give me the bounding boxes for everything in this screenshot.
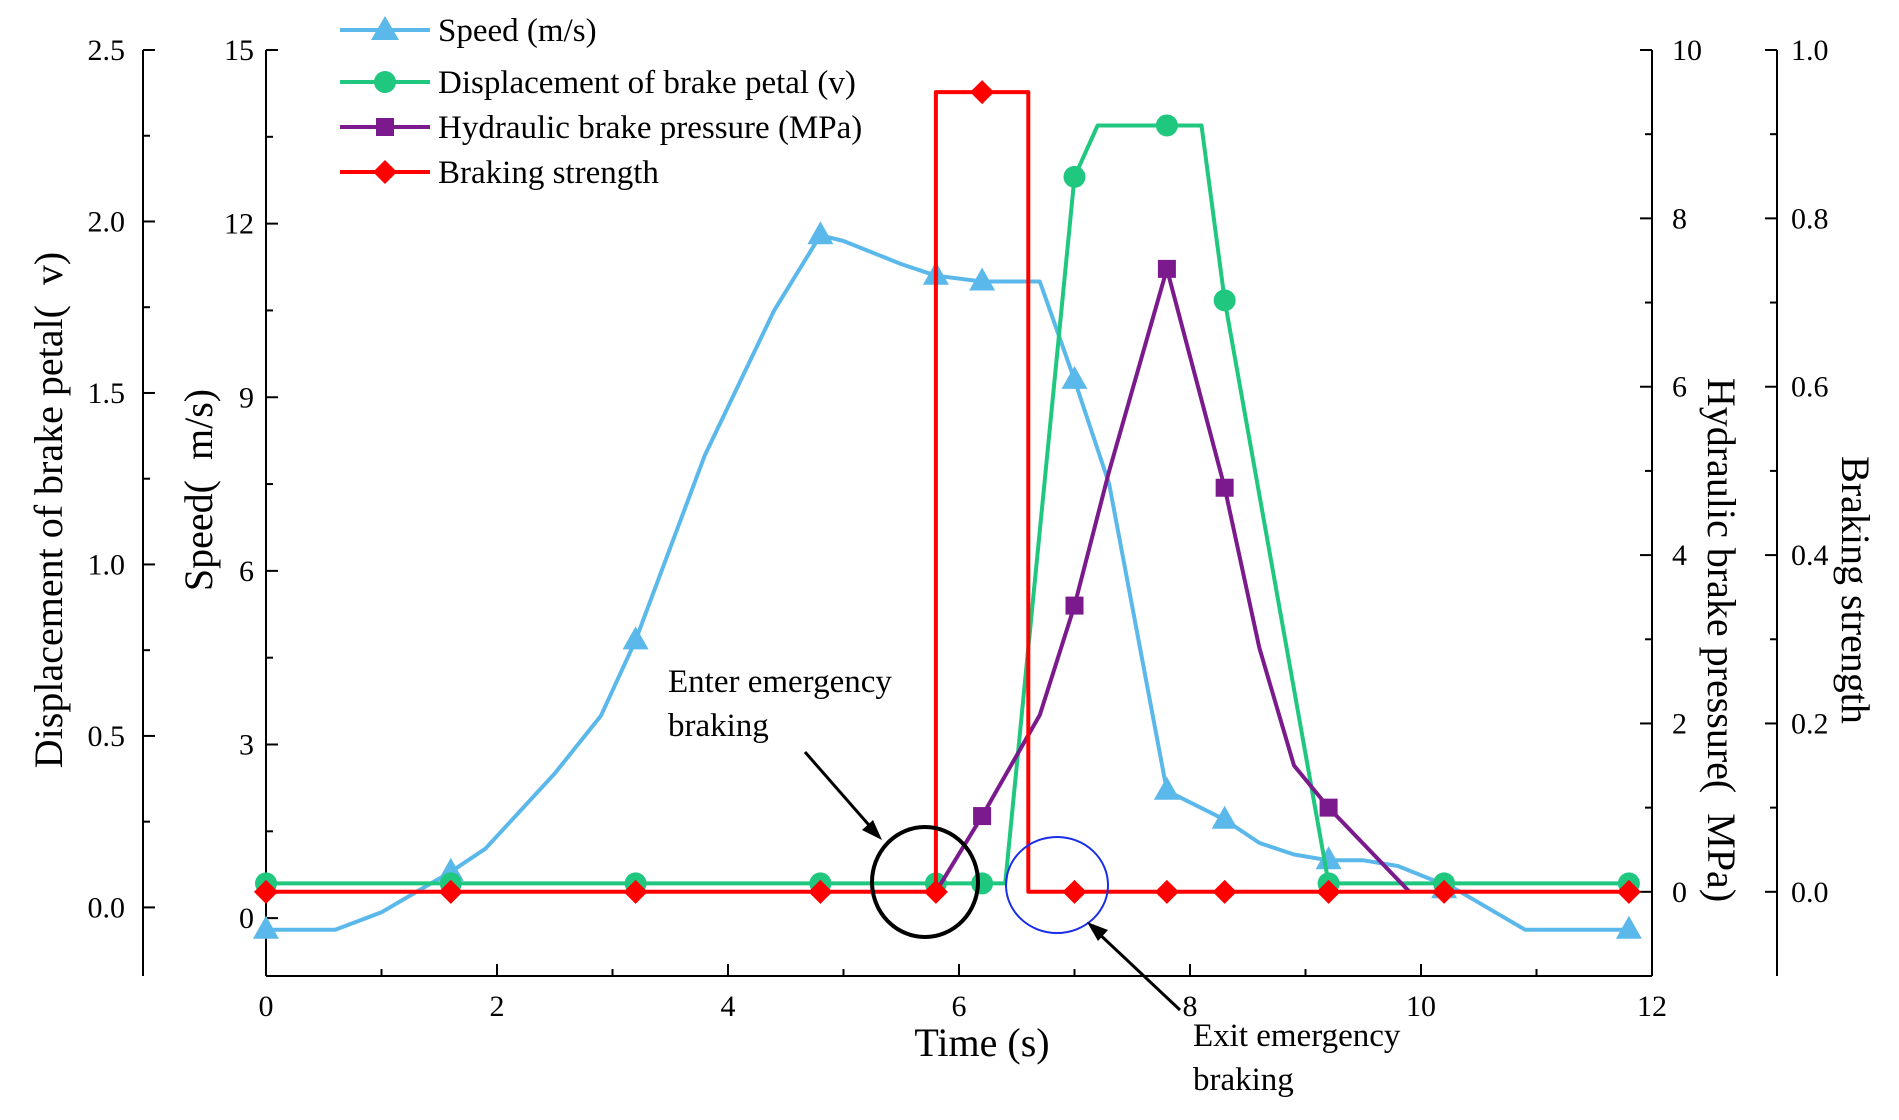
legend-label-speed: Speed (m/s) [438, 13, 597, 49]
pressure-tick-label: 10 [1672, 34, 1702, 67]
x-tick-label: 6 [952, 990, 967, 1023]
displacement-tick-label: 1.5 [88, 377, 126, 410]
strength-tick-label: 1.0 [1791, 34, 1829, 67]
strength-tick-label: 0.2 [1791, 707, 1829, 740]
series-marker-pressure [973, 807, 992, 826]
annotation-enter-arrow [803, 751, 877, 833]
pressure-tick-label: 4 [1672, 539, 1687, 572]
series-marker-pressure [1319, 798, 1338, 817]
series-layer [253, 80, 1642, 939]
series-line-displacement [266, 123, 1629, 886]
series-marker-displacement [1063, 165, 1086, 188]
strength-tick-label: 0.0 [1791, 876, 1829, 909]
x-tick-label: 0 [259, 990, 274, 1023]
series-marker-strength [923, 879, 948, 904]
series-marker-speed [1615, 915, 1642, 939]
series-marker-strength [1316, 879, 1341, 904]
legend-marker-pressure [376, 118, 394, 136]
speed-tick-label: 9 [239, 381, 254, 414]
x-tick-label: 12 [1637, 990, 1667, 1023]
annotation-exit-circle [1005, 836, 1109, 934]
series-marker-pressure [1215, 478, 1234, 497]
legend-item-pressure: Hydraulic brake pressure (MPa) [340, 110, 862, 146]
x-tick-label: 4 [721, 990, 736, 1023]
x-tick-label: 10 [1406, 990, 1436, 1023]
strength-axis-title: Braking strength [1833, 456, 1878, 724]
displacement-tick-label: 2.5 [88, 34, 126, 67]
x-tick-label: 2 [490, 990, 505, 1023]
x-tick-label: 8 [1183, 990, 1198, 1023]
displacement-axis-title: Displacement of brake petal( v) [26, 252, 71, 768]
pressure-tick-label: 8 [1672, 202, 1687, 235]
speed-axis-title: Speed( m/s) [176, 389, 221, 591]
series-marker-displacement [1213, 289, 1236, 312]
legend-label-strength: Braking strength [438, 155, 659, 191]
legend-marker-speed [371, 16, 399, 40]
speed-tick-label: 15 [224, 34, 254, 67]
annotation-exit: Exit emergency braking [1005, 836, 1401, 1098]
series-line-speed [266, 233, 1629, 932]
series-marker-speed [1153, 776, 1180, 800]
axes-group [142, 50, 1778, 977]
legend-marker-strength [373, 160, 397, 184]
series-marker-speed [253, 915, 279, 939]
legend-item-speed: Speed (m/s) [340, 13, 597, 49]
annotation-exit-line2: braking [1193, 1062, 1294, 1098]
series-marker-strength [1062, 879, 1087, 904]
legend-marker-displacement [374, 71, 396, 93]
displacement-tick-label: 2.0 [88, 205, 126, 238]
series-marker-speed [1211, 805, 1238, 829]
series-marker-strength [623, 879, 648, 904]
strength-tick-label: 0.6 [1791, 371, 1829, 404]
series-marker-strength [970, 80, 995, 105]
legend-item-strength: Braking strength [340, 155, 659, 191]
strength-tick-label: 0.8 [1791, 202, 1829, 235]
annotation-exit-line1: Exit emergency [1193, 1018, 1401, 1054]
series-marker-strength [1432, 879, 1457, 904]
annotation-exit-arrow [1093, 928, 1182, 1012]
pressure-axis-title: Hydraulic brake pressure( MPa) [1699, 378, 1744, 902]
series-marker-strength [808, 879, 833, 904]
annotation-enter-circle [870, 825, 980, 939]
series-marker-strength [1616, 879, 1641, 904]
speed-tick-label: 0 [239, 902, 254, 935]
series-marker-speed [622, 626, 649, 650]
legend-item-displacement: Displacement of brake petal (v) [340, 65, 856, 101]
series-marker-strength [254, 879, 278, 904]
displacement-tick-label: 1.0 [88, 548, 126, 581]
series-marker-strength [438, 879, 463, 904]
series-marker-pressure [1065, 596, 1084, 615]
pressure-tick-label: 0 [1672, 876, 1687, 909]
series-marker-speed [807, 221, 834, 245]
annotation-exit-arrowhead [1087, 922, 1108, 941]
speed-tick-label: 6 [239, 555, 254, 588]
series-line-strength [266, 90, 1629, 894]
pressure-tick-label: 6 [1672, 371, 1687, 404]
series-marker-displacement [971, 872, 994, 895]
strength-tick-label: 0.4 [1791, 539, 1829, 572]
legend-label-pressure: Hydraulic brake pressure (MPa) [438, 110, 862, 146]
x-axis-title: Time (s) [914, 1020, 1049, 1065]
series-marker-strength [1154, 879, 1179, 904]
displacement-tick-label: 0.0 [88, 891, 126, 924]
displacement-tick-label: 0.5 [88, 720, 126, 753]
speed-tick-label: 12 [224, 208, 254, 241]
legend-label-displacement: Displacement of brake petal (v) [438, 65, 856, 101]
series-marker-speed [1315, 846, 1342, 870]
series-marker-strength [1212, 879, 1237, 904]
annotation-enter-line2: braking [668, 708, 769, 744]
series-marker-speed [1061, 365, 1088, 389]
annotation-enter-arrowhead [862, 820, 882, 840]
legend: Speed (m/s) Displacement of brake petal … [340, 13, 862, 191]
series-marker-displacement [1155, 114, 1178, 137]
ticks-layer: 0 2 4 6 8 10 12 0.0 0.5 1.0 1.5 2.0 2.5 0 3 6 9 12 15 0 2 4 6 8… [88, 34, 1829, 1023]
annotation-enter: Enter emergency braking [668, 664, 980, 939]
series-marker-speed [969, 267, 996, 291]
annotation-enter-line1: Enter emergency [668, 664, 892, 700]
pressure-tick-label: 2 [1672, 707, 1687, 740]
speed-tick-label: 3 [239, 729, 254, 762]
series-marker-pressure [1157, 259, 1176, 278]
